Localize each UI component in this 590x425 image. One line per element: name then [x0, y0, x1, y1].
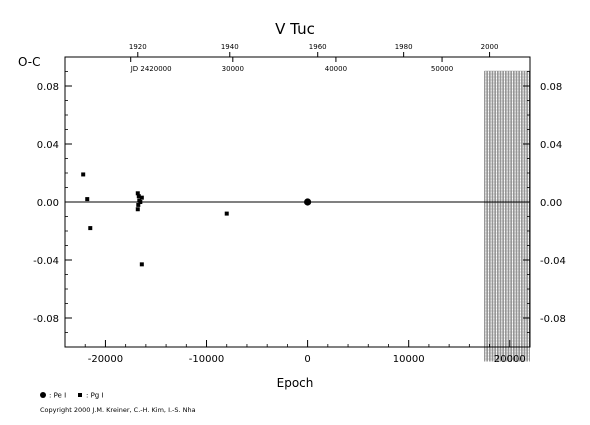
chart-title: V Tuc: [275, 20, 315, 38]
x-tick-label: 20000: [494, 354, 526, 365]
y-tick-label-left: -0.08: [33, 314, 59, 325]
year-tick-label: 1940: [221, 43, 239, 51]
y-tick-label-left: -0.04: [33, 256, 59, 267]
legend-label: : Pg I: [86, 392, 104, 400]
legend: : Pe I : Pg I: [40, 392, 104, 400]
y-axis-label: O-C: [18, 55, 41, 69]
data-point-pg-i: [85, 197, 90, 202]
jd-tick-label: 50000: [431, 65, 453, 73]
copyright-text: Copyright 2000 J.M. Kreiner, C.-H. Kim, …: [40, 406, 196, 414]
data-point-pg-i: [136, 202, 141, 207]
data-point-pg-i: [81, 172, 86, 177]
data-point-pg-i: [135, 191, 140, 196]
y-tick-label-right: 0.08: [540, 82, 562, 93]
hatched-region: [484, 70, 530, 362]
y-tick-label-left: 0.08: [37, 82, 59, 93]
x-tick-label: 10000: [393, 354, 425, 365]
data-point-pg-i: [135, 207, 140, 212]
data-point-pg-i: [88, 226, 93, 231]
year-tick-label: 2000: [481, 43, 499, 51]
plot-area: -20000 -10000 0 10000 20000 0.08 0.08 0.04 0.04 0…: [33, 43, 566, 365]
data-point-pg-i: [138, 200, 143, 204]
legend-marker-pe-i: [40, 392, 46, 398]
x-tick-label: -20000: [88, 354, 123, 365]
y-tick-label-left: 0.00: [37, 198, 59, 209]
x-tick-label: 0: [304, 354, 310, 365]
x-axis-label: Epoch: [277, 376, 314, 390]
year-tick-label: 1920: [129, 43, 147, 51]
jd-tick-label: JD 2420000: [130, 65, 172, 73]
data-point-pg-i: [224, 211, 229, 216]
jd-tick-label: 30000: [222, 65, 244, 73]
y-tick-label-right: -0.04: [540, 256, 566, 267]
data-point-pg-i: [136, 194, 141, 199]
y-tick-label-right: -0.08: [540, 314, 566, 325]
y-tick-label-right: 0.00: [540, 198, 562, 209]
legend-marker-pg-i: [78, 393, 82, 397]
y-tick-label-right: 0.04: [540, 140, 562, 151]
year-tick-label: 1960: [309, 43, 327, 51]
data-point-pe-i: [304, 198, 312, 206]
y-tick-label-left: 0.04: [37, 140, 59, 151]
data-point-pg-i: [139, 195, 144, 200]
jd-tick-label: 40000: [325, 65, 347, 73]
year-tick-label: 1980: [395, 43, 413, 51]
x-tick-label: -10000: [189, 354, 224, 365]
data-point-pg-i: [139, 262, 144, 267]
legend-label: : Pe I: [49, 392, 66, 400]
